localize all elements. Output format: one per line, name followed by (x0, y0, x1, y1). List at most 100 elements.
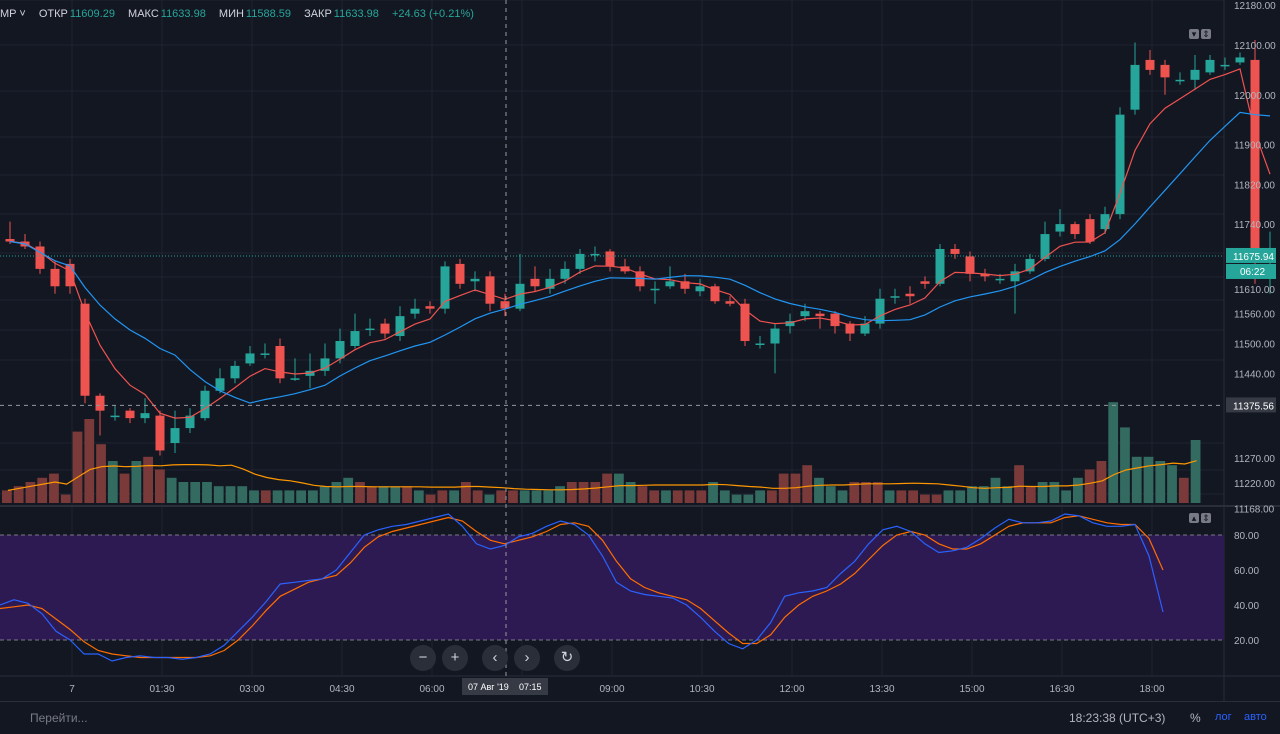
price-tick-label: 11610.00 (1234, 285, 1275, 296)
volume-bar (308, 490, 318, 503)
candle-body (920, 281, 930, 284)
maximize-pane-icon[interactable]: ⇕ (1201, 29, 1211, 39)
price-tick-label: 11740.00 (1234, 220, 1275, 231)
volume-bar (296, 490, 306, 503)
candle-body (1235, 57, 1245, 63)
volume-bar (861, 482, 871, 503)
price-tick-label: 12000.00 (1234, 91, 1276, 102)
candle-body (575, 253, 585, 269)
candle-body (755, 343, 765, 345)
candle-body (875, 298, 885, 324)
chevron-down-icon[interactable]: ˅ (16, 8, 26, 20)
candle (50, 261, 60, 294)
volume-bar (1096, 461, 1107, 503)
volume-bar (767, 490, 777, 503)
candle (680, 273, 690, 294)
candle-body (890, 296, 900, 298)
candle (275, 338, 285, 384)
volume-bar (1108, 402, 1119, 503)
candle (320, 343, 330, 376)
main-pane-controls[interactable]: ▾ ⇕ (1187, 29, 1211, 39)
volume-bar (331, 482, 342, 503)
candle (575, 248, 585, 274)
change-value: +24.63 (+0.21%) (391, 8, 474, 20)
price-tick-label: 12100.00 (1234, 41, 1276, 52)
clock-timezone[interactable]: 18:23:38 (UTC+3) (1069, 711, 1166, 725)
close-value: 11633.98 (333, 8, 379, 20)
candle (380, 318, 390, 339)
candle (830, 311, 840, 334)
candle (425, 301, 435, 314)
time-tick-label: 01:30 (149, 684, 174, 695)
candle (875, 288, 885, 329)
candle (155, 410, 165, 456)
stoch-overbought-band (0, 535, 1224, 640)
candle-body (35, 246, 45, 269)
candle-body (965, 256, 975, 274)
volume-bar (143, 456, 153, 503)
zoom-out-button[interactable]: − (410, 645, 436, 671)
candle-body (680, 281, 690, 289)
candle (215, 368, 225, 394)
collapse-pane-icon[interactable]: ▴ (1189, 513, 1199, 523)
volume-bar (1131, 456, 1142, 503)
volume-bar (84, 419, 95, 503)
candle (620, 258, 630, 274)
candle-body (125, 410, 135, 419)
volume-bar (425, 494, 436, 503)
candle-body (710, 286, 720, 302)
volume-bar (37, 477, 48, 503)
candle-body (470, 278, 480, 282)
volume-bar (225, 486, 236, 503)
scroll-left-button[interactable]: ‹ (482, 645, 508, 671)
candle (695, 278, 705, 297)
volume-bar (319, 486, 330, 503)
candle-body (95, 395, 105, 411)
reset-chart-button[interactable]: ↻ (554, 645, 580, 671)
auto-scale-toggle[interactable]: авто (1244, 711, 1267, 723)
candle-body (335, 341, 345, 359)
volume-bar (155, 469, 165, 503)
stoch-pane-controls[interactable]: ▴ ⇕ (1187, 513, 1211, 523)
collapse-pane-icon[interactable]: ▾ (1189, 29, 1199, 39)
volume-bar (743, 494, 754, 503)
low-value: 11588.59 (245, 8, 291, 20)
goto-date-button[interactable]: Перейти... (30, 711, 88, 725)
candle-body (650, 288, 660, 291)
candle (1100, 206, 1110, 235)
candle-body (140, 413, 150, 419)
candle-body (65, 263, 75, 287)
symbol-label[interactable]: MP (0, 8, 17, 20)
volume-bar (755, 490, 765, 503)
high-label: МАКС (128, 8, 159, 20)
volume-bar (213, 486, 224, 503)
chart-canvas[interactable]: 12180.00 12100.00 12000.00 11900.00 11820.00… (0, 0, 1280, 701)
candle-body (440, 266, 450, 309)
volume-bar (731, 494, 742, 503)
ma-fast-line (9, 68, 1271, 419)
maximize-pane-icon[interactable]: ⇕ (1201, 513, 1211, 523)
candle-body (545, 278, 555, 289)
candle-body (980, 273, 990, 277)
candle (1010, 263, 1020, 314)
volume-bar (178, 482, 189, 503)
volume-bar (708, 482, 718, 503)
candle (740, 298, 750, 346)
candle-body (1040, 234, 1050, 259)
volume-bar (684, 490, 695, 503)
candle (200, 385, 210, 421)
log-scale-toggle[interactable]: лог (1215, 711, 1232, 723)
candle-body (770, 328, 780, 344)
stoch-tick-label: 20.00 (1234, 636, 1259, 647)
candle-body (1055, 224, 1065, 232)
volume-bar (955, 490, 966, 503)
open-value: 11609.29 (69, 8, 115, 20)
time-tick-label: 13:30 (869, 684, 894, 695)
candle-body (1250, 59, 1260, 262)
percent-scale-toggle[interactable]: % (1190, 711, 1201, 725)
volume-bar (896, 490, 907, 503)
scroll-right-button[interactable]: › (514, 645, 540, 671)
volume-bar (625, 482, 636, 503)
volume-bar (531, 490, 542, 503)
zoom-in-button[interactable]: + (442, 645, 468, 671)
